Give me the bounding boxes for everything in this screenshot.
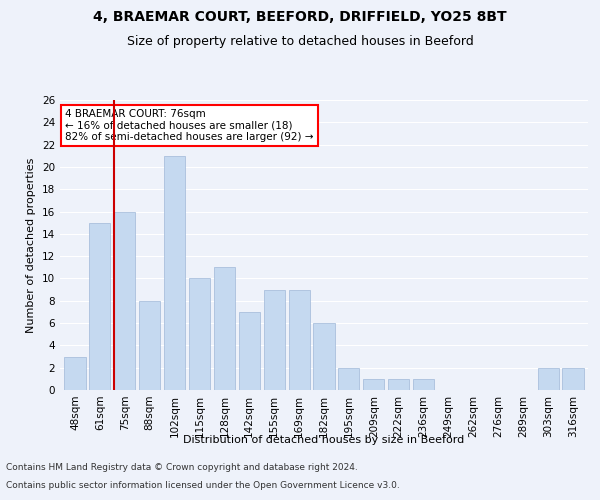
Text: Distribution of detached houses by size in Beeford: Distribution of detached houses by size … [184,435,464,445]
Bar [139,301,160,390]
Bar [64,356,86,390]
Bar [363,379,385,390]
Bar [289,290,310,390]
Bar [263,290,285,390]
Bar [214,268,235,390]
Bar [114,212,136,390]
Y-axis label: Number of detached properties: Number of detached properties [26,158,37,332]
Bar [413,379,434,390]
Bar [239,312,260,390]
Text: Contains public sector information licensed under the Open Government Licence v3: Contains public sector information licen… [6,481,400,490]
Bar [338,368,359,390]
Text: 4, BRAEMAR COURT, BEEFORD, DRIFFIELD, YO25 8BT: 4, BRAEMAR COURT, BEEFORD, DRIFFIELD, YO… [93,10,507,24]
Text: Contains HM Land Registry data © Crown copyright and database right 2024.: Contains HM Land Registry data © Crown c… [6,464,358,472]
Bar [313,323,335,390]
Bar [189,278,210,390]
Text: 4 BRAEMAR COURT: 76sqm
← 16% of detached houses are smaller (18)
82% of semi-det: 4 BRAEMAR COURT: 76sqm ← 16% of detached… [65,108,314,142]
Bar [538,368,559,390]
Bar [388,379,409,390]
Bar [562,368,584,390]
Bar [89,222,110,390]
Bar [164,156,185,390]
Text: Size of property relative to detached houses in Beeford: Size of property relative to detached ho… [127,35,473,48]
